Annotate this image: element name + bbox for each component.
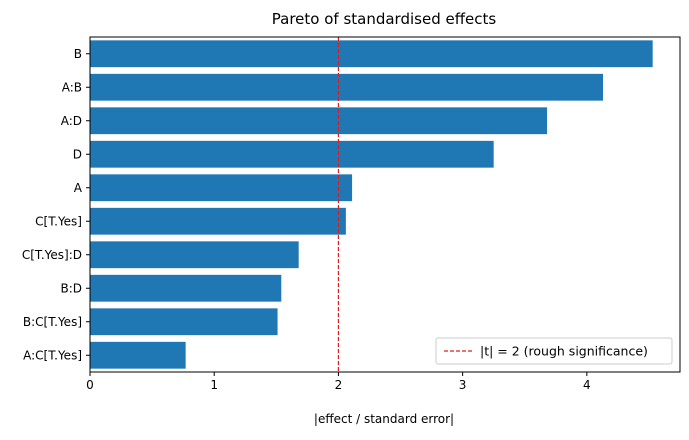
bar-7 — [90, 274, 282, 302]
y-tick-label-2: A:D — [61, 114, 82, 128]
y-tick-label-3: D — [73, 147, 82, 161]
x-axis-label: |effect / standard error| — [314, 412, 454, 426]
bar-1 — [90, 73, 603, 101]
bar-4 — [90, 174, 353, 202]
chart-title: Pareto of standardised effects — [272, 10, 497, 28]
bar-8 — [90, 308, 278, 336]
y-tick-label-0: B — [74, 47, 82, 61]
y-tick-label-7: B:D — [60, 281, 82, 295]
bars-group — [90, 40, 653, 369]
x-tick-label-3: 3 — [459, 378, 467, 392]
bar-2 — [90, 107, 548, 135]
y-tick-label-4: A — [74, 181, 83, 195]
x-tick-label-2: 2 — [335, 378, 343, 392]
bar-9 — [90, 341, 186, 369]
y-tick-label-6: C[T.Yes]:D — [22, 248, 82, 262]
bar-0 — [90, 40, 653, 68]
legend-label: |t| = 2 (rough significance) — [480, 344, 648, 359]
y-tick-label-1: A:B — [62, 80, 82, 94]
x-tick-label-0: 0 — [86, 378, 94, 392]
legend: |t| = 2 (rough significance) — [435, 337, 673, 365]
y-tick-label-5: C[T.Yes] — [35, 214, 82, 228]
y-tick-label-8: B:C[T.Yes] — [23, 315, 82, 329]
y-tick-label-9: A:C[T.Yes] — [23, 348, 82, 362]
x-tick-label-1: 1 — [210, 378, 218, 392]
legend-box — [435, 337, 673, 365]
bar-3 — [90, 140, 494, 168]
bar-6 — [90, 241, 299, 269]
x-axis: 0 1 2 3 4 — [86, 372, 591, 392]
x-tick-label-4: 4 — [583, 378, 591, 392]
y-axis: B A:B A:D D A C[T.Yes] C[T.Yes]:D B:D B:C[T.Yes]… — [22, 47, 90, 362]
bar-5 — [90, 207, 346, 235]
plot-frame — [89, 36, 681, 373]
